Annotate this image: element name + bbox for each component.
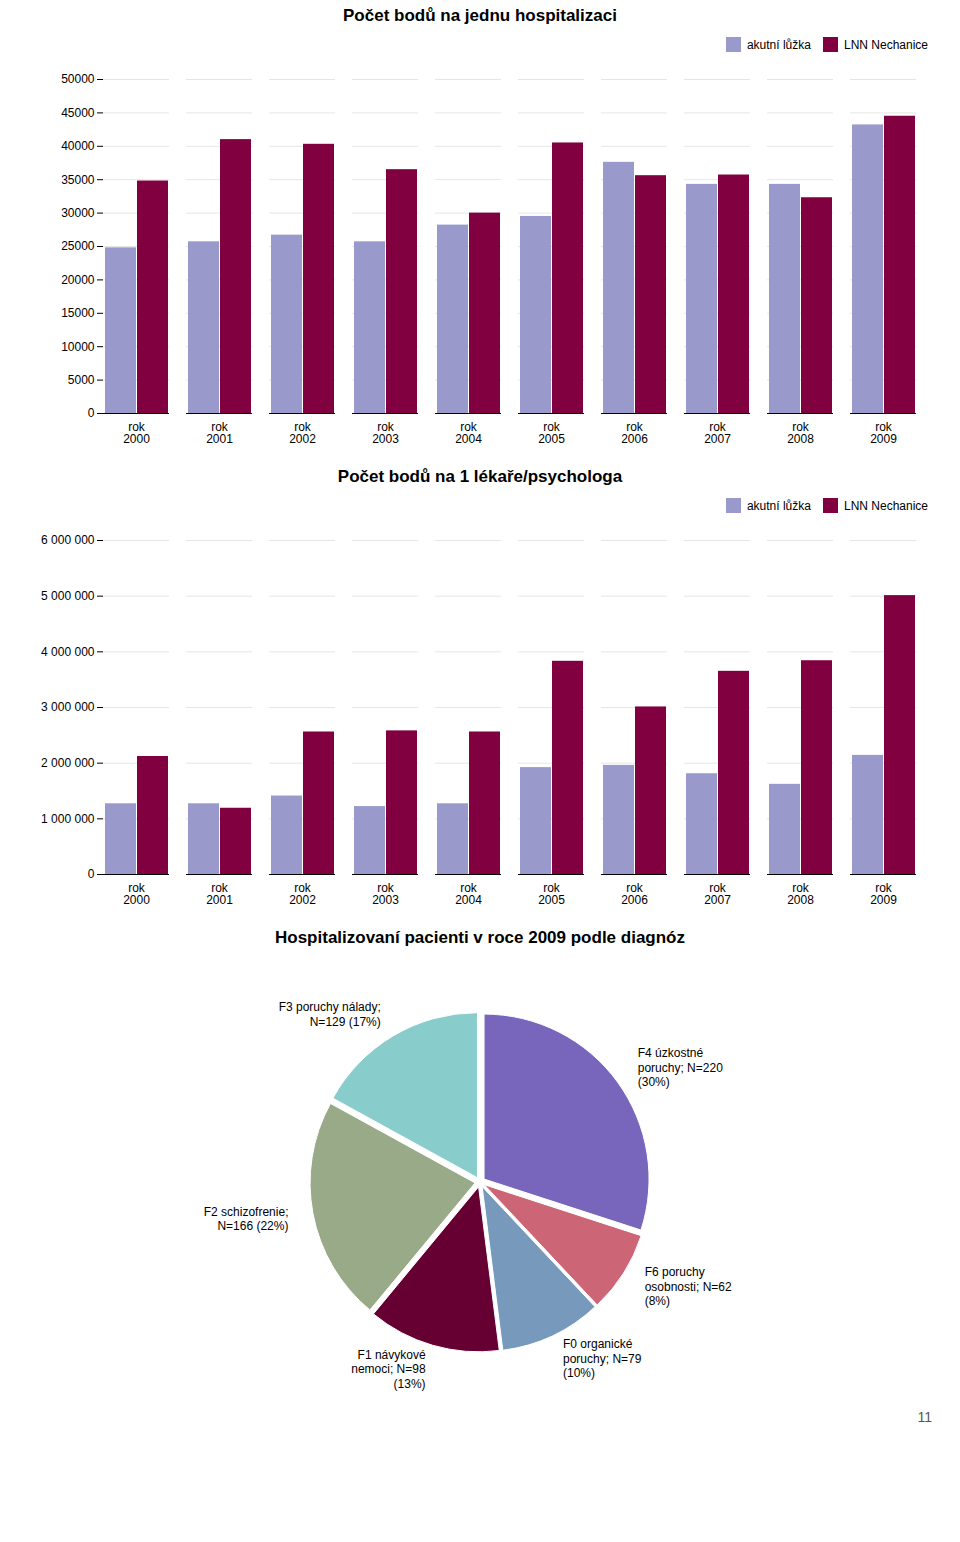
- svg-text:rok2007: rok2007: [704, 881, 731, 907]
- html-text:Počet bodů na jednu hospitaliz: Počet bodů na jednu hospitalizaci: [343, 6, 617, 25]
- svg-text:20000: 20000: [61, 273, 95, 287]
- svg-text:F3 poruchy nálady;N=129 (17%): F3 poruchy nálady;N=129 (17%): [279, 1000, 381, 1028]
- svg-text:1 000 000: 1 000 000: [41, 812, 95, 826]
- svg-text:rok2004: rok2004: [455, 420, 482, 446]
- svg-text:50000: 50000: [61, 72, 95, 86]
- svg-text:F2 schizofrenie;N=166 (22%): F2 schizofrenie;N=166 (22%): [204, 1205, 289, 1233]
- svg-text:40000: 40000: [61, 139, 95, 153]
- svg-text:10000: 10000: [61, 340, 95, 354]
- svg-text:4 000 000: 4 000 000: [41, 645, 95, 659]
- svg-text:rok2000: rok2000: [123, 881, 150, 907]
- html-text:akutní lůžka: akutní lůžka: [746, 37, 811, 52]
- svg-text:0: 0: [88, 867, 95, 881]
- svg-text:rok2006: rok2006: [621, 881, 648, 907]
- html-text:Hospitalizovaní pacienti v roc: Hospitalizovaní pacienti v roce 2009 pod…: [275, 928, 685, 947]
- svg-text:0: 0: [88, 406, 95, 420]
- svg-text:rok2004: rok2004: [455, 881, 482, 907]
- html-text:Počet bodů na 1 lékaře/psychol: Počet bodů na 1 lékaře/psychologa: [337, 467, 623, 486]
- svg-text:5000: 5000: [68, 373, 95, 387]
- svg-text:rok2000: rok2000: [123, 420, 150, 446]
- svg-text:2 000 000: 2 000 000: [41, 756, 95, 770]
- svg-text:F0 organicképoruchy; N=79(10%): F0 organicképoruchy; N=79(10%): [563, 1337, 642, 1380]
- svg-text:rok2001: rok2001: [206, 881, 233, 907]
- svg-text:F1 návykovénemoci; N=98(13%): F1 návykovénemoci; N=98(13%): [351, 1348, 426, 1391]
- html-text:LNN Nechanice: LNN Nechanice: [844, 37, 928, 52]
- svg-text:rok2006: rok2006: [621, 420, 648, 446]
- svg-text:rok2009: rok2009: [870, 420, 897, 446]
- svg-text:rok2007: rok2007: [704, 420, 731, 446]
- svg-text:15000: 15000: [61, 306, 95, 320]
- svg-text:rok2002: rok2002: [289, 881, 316, 907]
- svg-text:rok2008: rok2008: [787, 420, 814, 446]
- svg-text:rok2001: rok2001: [206, 420, 233, 446]
- svg-text:rok2005: rok2005: [538, 881, 565, 907]
- svg-text:F6 poruchyosobnosti; N=62(8%): F6 poruchyosobnosti; N=62(8%): [645, 1265, 732, 1308]
- svg-text:11: 11: [917, 1409, 932, 1425]
- svg-text:rok2005: rok2005: [538, 420, 565, 446]
- html-text:akutní lůžka: akutní lůžka: [746, 498, 811, 513]
- html-text:LNN Nechanice: LNN Nechanice: [844, 498, 928, 513]
- svg-text:35000: 35000: [61, 173, 95, 187]
- svg-text:30000: 30000: [61, 206, 95, 220]
- svg-text:rok2008: rok2008: [787, 881, 814, 907]
- svg-text:25000: 25000: [61, 239, 95, 253]
- svg-text:6 000 000: 6 000 000: [41, 533, 95, 547]
- svg-text:rok2002: rok2002: [289, 420, 316, 446]
- svg-text:F4 úzkostnéporuchy; N=220(30%): F4 úzkostnéporuchy; N=220(30%): [638, 1046, 723, 1089]
- svg-text:rok2003: rok2003: [372, 420, 399, 446]
- svg-text:45000: 45000: [61, 106, 95, 120]
- svg-text:5 000 000: 5 000 000: [41, 589, 95, 603]
- svg-text:rok2009: rok2009: [870, 881, 897, 907]
- svg-text:rok2003: rok2003: [372, 881, 399, 907]
- svg-text:3 000 000: 3 000 000: [41, 700, 95, 714]
